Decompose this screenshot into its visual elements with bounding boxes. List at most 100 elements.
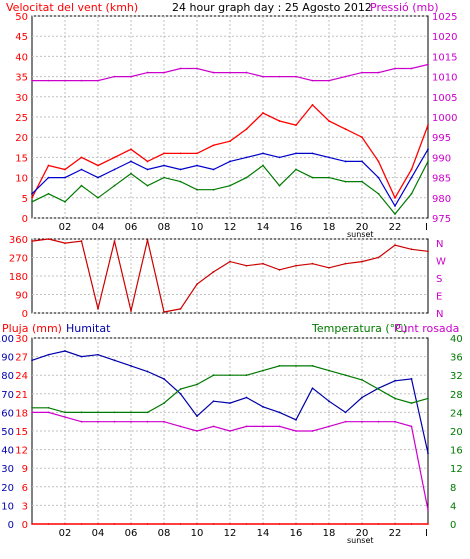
pressure-y-tick: 990 bbox=[432, 153, 451, 164]
wind-low-series-point bbox=[64, 200, 66, 203]
wind-average-series-point bbox=[377, 176, 380, 179]
temperature-series-point bbox=[377, 388, 380, 391]
direction-y-tick: 180 bbox=[9, 272, 28, 283]
wind-y-tick: 5 bbox=[22, 194, 28, 205]
wind-low-series-point bbox=[344, 180, 347, 183]
wind-low-series-point bbox=[47, 192, 50, 195]
direction-y-tick: 0 bbox=[22, 309, 28, 320]
wind-gust-series-point bbox=[146, 160, 149, 163]
pressure-series-point bbox=[361, 71, 363, 74]
temperature-y-tick: 8 bbox=[450, 483, 456, 494]
rain-axis-title: Pluja (mm) bbox=[2, 322, 62, 335]
wind-low-series-point bbox=[262, 164, 264, 167]
wind-direction-series-point bbox=[113, 240, 116, 242]
temperature-y-tick: 40 bbox=[450, 334, 463, 345]
wind-gust-series-point bbox=[311, 103, 314, 106]
wind-gust-series-point bbox=[245, 128, 248, 131]
wind-y-tick: 40 bbox=[15, 52, 28, 63]
temperature-series-point bbox=[410, 402, 413, 404]
humidity-series-point bbox=[427, 452, 429, 455]
humidity-series-point bbox=[163, 378, 165, 380]
temperature-series-point bbox=[64, 411, 66, 414]
humidity-series-point bbox=[113, 359, 116, 362]
series-layer bbox=[31, 63, 429, 525]
wind-direction-series-point bbox=[295, 264, 297, 267]
pressure-series-point bbox=[229, 71, 231, 74]
dewpoint-series-point bbox=[97, 420, 99, 423]
dewpoint-series-point bbox=[31, 411, 33, 414]
wind-low-series-point bbox=[212, 188, 215, 191]
wind-gust-series-point bbox=[377, 160, 380, 163]
dewpoint-series-point bbox=[311, 430, 314, 432]
wind-average-series-point bbox=[278, 156, 281, 159]
pressure-series-point bbox=[196, 67, 198, 70]
rain-series-point bbox=[278, 523, 281, 525]
pressure-series-point bbox=[130, 75, 132, 78]
humidity-y-tick: 60 bbox=[1, 408, 14, 419]
wind-low-series-point bbox=[377, 192, 380, 195]
pressure-y-tick: 1000 bbox=[432, 113, 457, 124]
grid-layer bbox=[32, 15, 428, 525]
humidity-y-tick: 90 bbox=[1, 353, 14, 364]
humidity-series-point bbox=[295, 418, 297, 421]
wind-gust-series-point bbox=[113, 156, 116, 159]
humidity-axis-title: Humitat bbox=[66, 322, 111, 335]
temperature-series-point bbox=[245, 374, 248, 377]
wind-average-series-point bbox=[113, 168, 116, 171]
direction-y-tick: 90 bbox=[15, 291, 28, 302]
wind-gust-series-point bbox=[295, 124, 297, 126]
temperature-y-tick: 24 bbox=[450, 408, 463, 419]
x-tick-label: 20 bbox=[356, 528, 369, 539]
rain-y-tick: 30 bbox=[15, 334, 28, 345]
dewpoint-series-point bbox=[212, 425, 215, 428]
wind-low-series-point bbox=[311, 176, 314, 179]
dewpoint-series-point bbox=[163, 420, 165, 423]
wind-direction-series-point bbox=[179, 307, 182, 310]
humidity-series-point bbox=[278, 411, 281, 414]
wind-direction-series-point bbox=[64, 242, 66, 245]
wind-average-series-point bbox=[295, 152, 297, 155]
wind-direction-series-point bbox=[97, 307, 99, 310]
dewpoint-series-point bbox=[361, 420, 363, 423]
wind-average-series-point bbox=[146, 168, 149, 171]
humidity-series-point bbox=[196, 415, 198, 418]
temperature-y-tick: 12 bbox=[450, 464, 463, 475]
temperature-series-point bbox=[212, 374, 215, 377]
rain-series-point bbox=[163, 523, 165, 525]
wind-direction-series-point bbox=[278, 268, 281, 271]
dewpoint-axis-title: Punt rosada bbox=[394, 322, 459, 335]
wind-low-series-point bbox=[179, 180, 182, 183]
humidity-series-point bbox=[146, 370, 149, 373]
pressure-axis-title: Pressió (mb) bbox=[370, 1, 439, 14]
wind-gust-series-point bbox=[278, 120, 281, 122]
pressure-y-tick: 975 bbox=[432, 214, 451, 225]
x-end-label: I bbox=[425, 222, 428, 233]
humidity-series-point bbox=[130, 365, 132, 367]
wind-average-series-point bbox=[394, 204, 396, 207]
wind-low-series-point bbox=[31, 200, 33, 203]
rain-y-tick: 27 bbox=[15, 353, 28, 364]
temperature-y-tick: 0 bbox=[450, 520, 456, 531]
pressure-series-point bbox=[427, 63, 429, 66]
wind-direction-series-point bbox=[47, 238, 50, 240]
wind-direction-series-point bbox=[245, 264, 248, 267]
rain-y-tick: 9 bbox=[22, 464, 28, 475]
wind-low-series-point bbox=[245, 176, 248, 179]
wind-direction-series-point bbox=[130, 310, 132, 312]
rain-y-tick: 24 bbox=[15, 371, 28, 382]
temperature-y-tick: 16 bbox=[450, 446, 463, 457]
wind-low-series-point bbox=[394, 213, 396, 215]
wind-average-series-point bbox=[245, 156, 248, 159]
wind-gust-series-point bbox=[31, 196, 33, 199]
humidity-y-tick: 0 bbox=[8, 520, 14, 531]
wind-gust-series-point bbox=[179, 152, 182, 155]
temperature-y-tick: 28 bbox=[450, 390, 463, 401]
dewpoint-series-point bbox=[410, 425, 413, 428]
x-tick-label: 16 bbox=[290, 222, 303, 233]
humidity-y-tick: 70 bbox=[1, 390, 14, 401]
wind-average-series-point bbox=[410, 176, 413, 179]
rain-y-tick: 0 bbox=[22, 520, 28, 531]
temperature-series-point bbox=[427, 397, 429, 400]
wind-low-series-point bbox=[410, 192, 413, 195]
